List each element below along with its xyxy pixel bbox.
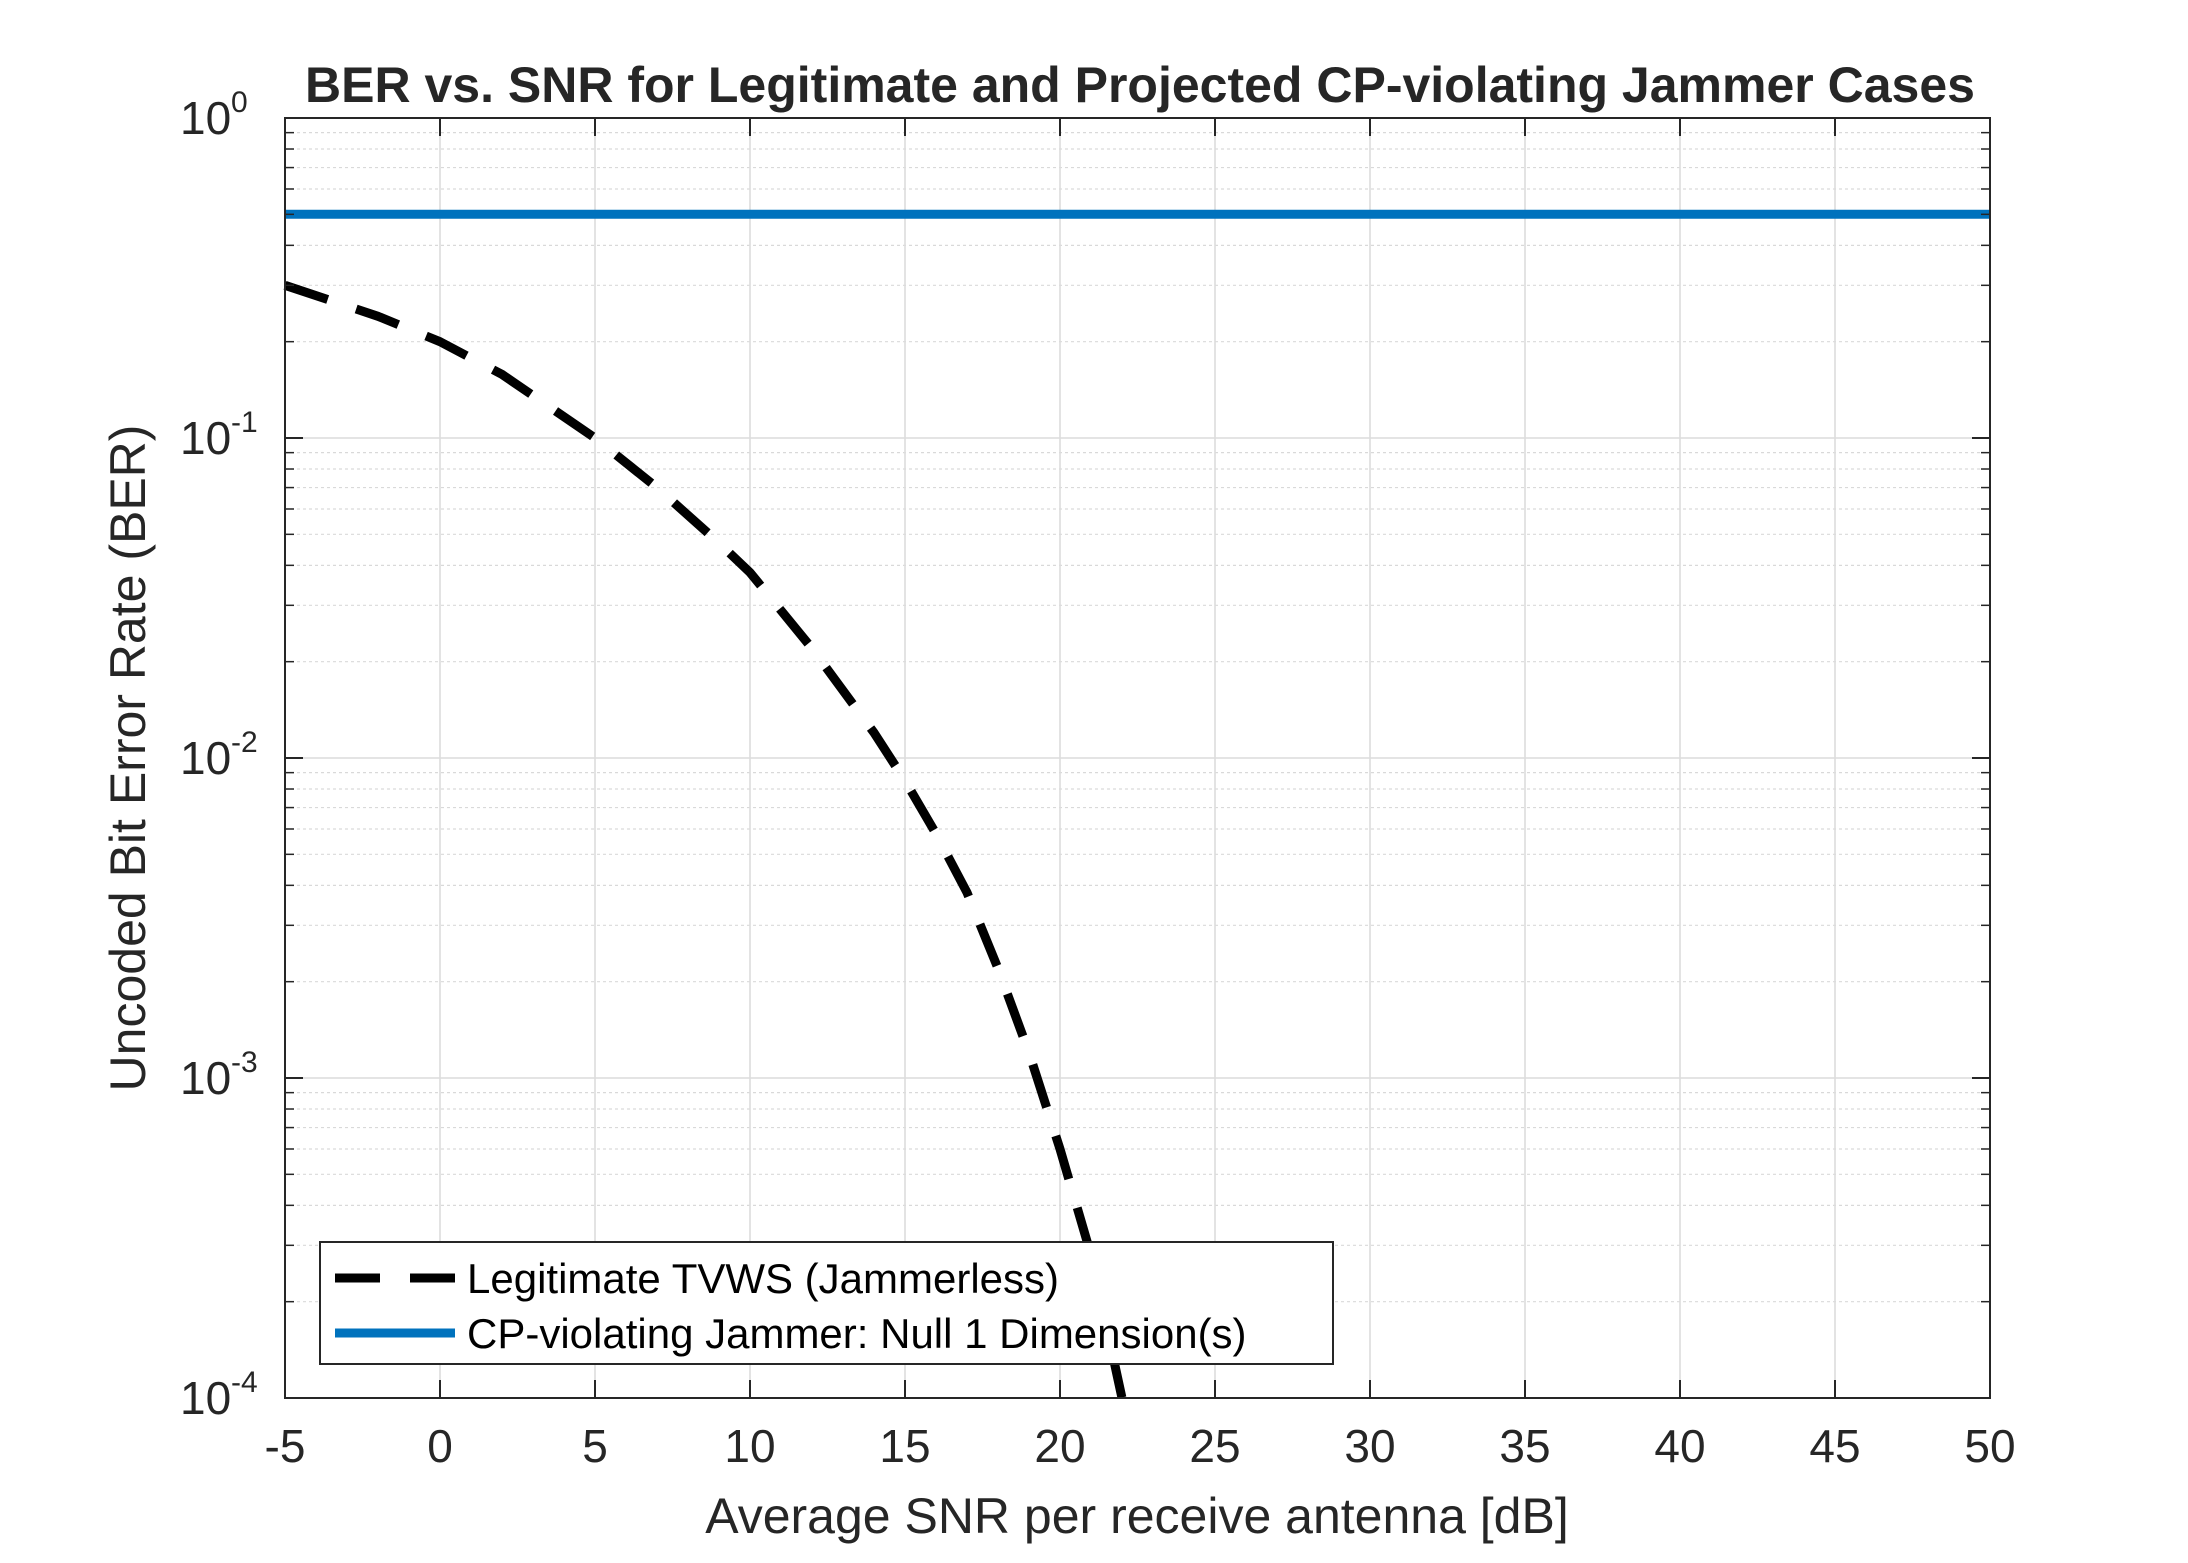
x-tick-label: 15 [879, 1420, 930, 1472]
x-tick-label: 40 [1654, 1420, 1705, 1472]
y-tick-label: 10 -4 [180, 1366, 258, 1424]
y-tick-label: 10 -1 [180, 406, 258, 464]
legend-box [319, 1241, 1334, 1365]
x-tick-label: 10 [724, 1420, 775, 1472]
y-axis-label: Uncoded Bit Error Rate (BER) [100, 425, 156, 1092]
x-tick-labels: -5 0 5 10 15 20 25 30 35 40 45 50 [265, 1420, 2016, 1472]
x-tick-label: 0 [427, 1420, 453, 1472]
legend-label-legitimate: Legitimate TVWS (Jammerless) [467, 1255, 1059, 1302]
y-tick-label-exponent: 0 [231, 86, 248, 119]
y-tick-label-exponent: -2 [231, 726, 258, 759]
x-tick-label: 35 [1499, 1420, 1550, 1472]
x-axis-label: Average SNR per receive antenna [dB] [705, 1488, 1568, 1544]
tick-marks [284, 117, 1991, 1399]
x-tick-label: 5 [582, 1420, 608, 1472]
y-tick-label: 10 -3 [180, 1046, 258, 1104]
x-tick-label: 20 [1034, 1420, 1085, 1472]
y-tick-label-base: 10 [180, 732, 231, 784]
y-tick-label-exponent: -3 [231, 1046, 258, 1079]
series-lines [283, 209, 1990, 1399]
series-legitimate-tvws-line [283, 281, 1127, 1399]
y-tick-label-base: 10 [180, 1052, 231, 1104]
x-tick-label: 25 [1189, 1420, 1240, 1472]
chart-title: BER vs. SNR for Legitimate and Projected… [305, 57, 1975, 113]
x-tick-label: 30 [1344, 1420, 1395, 1472]
y-tick-label: 10 0 [180, 86, 248, 144]
x-tick-label: 50 [1964, 1420, 2015, 1472]
legend-label-jammer: CP-violating Jammer: Null 1 Dimension(s) [467, 1310, 1247, 1357]
x-tick-label: 45 [1809, 1420, 1860, 1472]
legend: Legitimate TVWS (Jammerless) CP-violatin… [319, 1241, 1334, 1365]
y-tick-label-exponent: -1 [231, 406, 258, 439]
y-tick-label-exponent: -4 [231, 1366, 258, 1399]
y-tick-label-base: 10 [180, 92, 231, 144]
y-tick-label-base: 10 [180, 1372, 231, 1424]
y-tick-label: 10 -2 [180, 726, 258, 784]
y-tick-label-base: 10 [180, 412, 231, 464]
x-tick-label: -5 [265, 1420, 306, 1472]
